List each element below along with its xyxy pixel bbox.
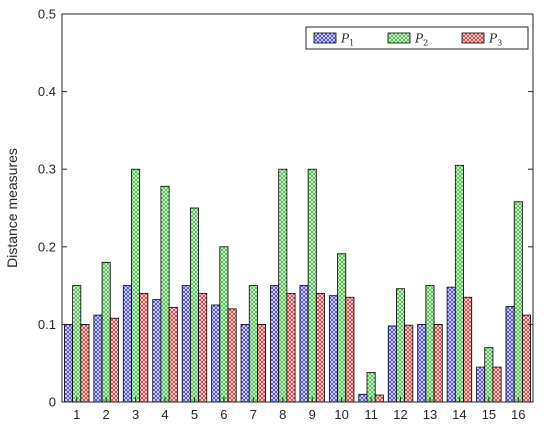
y-tick-label: 0.2 <box>38 239 56 254</box>
legend-label-P3: P3 <box>488 32 502 48</box>
bar-P3-7 <box>257 323 267 403</box>
legend: P1 P2 P3 <box>305 26 529 50</box>
bar-P1-13 <box>417 323 427 403</box>
bar-P3-9 <box>315 292 325 403</box>
x-tick-label: 12 <box>393 407 407 422</box>
x-tick-label: 8 <box>279 407 286 422</box>
x-tick-label: 9 <box>309 407 316 422</box>
bar-P1-14 <box>446 286 456 403</box>
x-tick-label: 11 <box>364 407 378 422</box>
bar-P2-5 <box>189 207 199 403</box>
bar-P2-12 <box>396 288 406 403</box>
x-tick-label: 1 <box>73 407 80 422</box>
legend-label-base: P <box>414 32 424 46</box>
bars-layer <box>64 164 531 403</box>
x-axis: 1 2 3 4 5 6 7 8 9 10 11 12 13 14 15 16 <box>73 397 526 422</box>
bar-P3-10 <box>345 296 355 403</box>
bar-P3-4 <box>168 306 178 403</box>
x-tick-label: 16 <box>511 407 525 422</box>
bar-P3-1 <box>80 323 90 403</box>
x-tick-label: 15 <box>482 407 496 422</box>
bar-P2-9 <box>307 168 317 403</box>
legend-swatch-P3 <box>461 32 485 44</box>
y-tick-label: 0 <box>49 395 56 410</box>
bar-P1-8 <box>270 285 280 403</box>
bar-P1-12 <box>387 325 397 403</box>
x-tick-label: 10 <box>334 407 348 422</box>
x-tick-label: 13 <box>423 407 437 422</box>
legend-label-subscript: 3 <box>497 39 502 48</box>
bar-P2-13 <box>425 285 435 403</box>
bar-P2-1 <box>72 285 82 403</box>
bar-P2-16 <box>513 201 523 403</box>
bar-P3-3 <box>139 292 149 403</box>
legend-label-base: P <box>340 32 350 46</box>
bar-P1-3 <box>122 285 132 403</box>
plot-frame <box>61 13 534 403</box>
legend-label-subscript: 2 <box>423 39 428 48</box>
y-axis-title: Distance measures <box>4 148 20 268</box>
y-tick-label: 0.5 <box>38 7 56 22</box>
x-tick-label: 7 <box>250 407 257 422</box>
bar-P3-15 <box>492 366 502 403</box>
bar-P1-1 <box>64 323 74 403</box>
bar-P3-5 <box>198 292 208 403</box>
bar-P1-16 <box>505 306 515 403</box>
x-tick-label: 6 <box>220 407 227 422</box>
bar-P2-4 <box>160 185 170 403</box>
bar-P3-14 <box>463 296 473 403</box>
legend-box <box>305 26 529 50</box>
bar-P2-10 <box>337 253 347 403</box>
bar-P2-7 <box>248 285 258 403</box>
bar-P1-4 <box>152 299 162 403</box>
bar-P3-13 <box>433 323 443 403</box>
bar-P2-6 <box>219 246 229 403</box>
bar-P2-3 <box>131 168 141 403</box>
legend-swatch-P2 <box>387 32 411 44</box>
bar-P3-12 <box>404 324 414 403</box>
bar-P1-10 <box>328 295 338 403</box>
y-tick-label: 0.4 <box>38 84 56 99</box>
x-tick-label: 3 <box>132 407 139 422</box>
bar-P1-9 <box>299 285 309 403</box>
y-axis: 0 0.1 0.2 0.3 0.4 0.5 <box>38 7 533 410</box>
bar-P3-11 <box>374 394 384 403</box>
bar-P1-15 <box>476 366 486 403</box>
x-tick-label: 14 <box>452 407 466 422</box>
x-tick-label: 5 <box>191 407 198 422</box>
bar-P2-15 <box>484 347 494 403</box>
bar-P2-14 <box>454 164 464 403</box>
bar-P2-8 <box>278 168 288 403</box>
bar-P3-2 <box>109 317 119 403</box>
x-tick-label: 2 <box>103 407 110 422</box>
bar-P3-16 <box>521 314 531 403</box>
bar-P3-6 <box>227 308 237 403</box>
bar-P1-5 <box>181 285 191 403</box>
y-tick-label: 0.3 <box>38 162 56 177</box>
y-tick-label: 0.1 <box>38 317 56 332</box>
legend-swatch-P1 <box>313 32 337 44</box>
bar-P1-2 <box>93 314 103 403</box>
bar-P2-2 <box>101 261 111 403</box>
x-tick-label: 4 <box>161 407 168 422</box>
bar-P1-11 <box>358 393 368 403</box>
legend-label-P2: P2 <box>414 32 428 48</box>
legend-label-base: P <box>488 32 498 46</box>
bar-P1-7 <box>240 323 250 403</box>
legend-label-subscript: 1 <box>349 39 354 48</box>
bar-P3-8 <box>286 292 296 403</box>
bar-P1-6 <box>211 304 221 403</box>
legend-label-P1: P1 <box>340 32 354 48</box>
